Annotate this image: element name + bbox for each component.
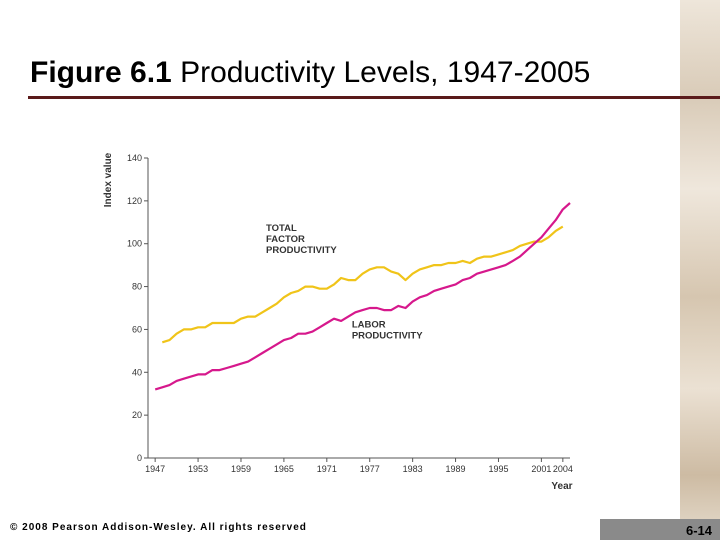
series-label-line: PRODUCTIVITY bbox=[266, 245, 337, 256]
page-title: Figure 6.1 Productivity Levels, 1947-200… bbox=[30, 56, 590, 90]
y-tick-label: 100 bbox=[127, 239, 142, 249]
x-tick-label: 1965 bbox=[274, 464, 294, 474]
figure-number: Figure 6.1 bbox=[30, 56, 172, 89]
x-tick-label: 1989 bbox=[446, 464, 466, 474]
tfp-series-label: TOTAL FACTOR PRODUCTIVITY bbox=[266, 223, 337, 256]
y-axis-title: Index value bbox=[103, 152, 114, 207]
x-tick-label: 1947 bbox=[145, 464, 165, 474]
x-tick-label: 2004 bbox=[553, 464, 573, 474]
y-tick-label: 20 bbox=[132, 410, 142, 420]
productivity-chart: 0 20 40 60 80 100 120 140 1947 1953 1959 1965 1971 19… bbox=[103, 152, 573, 492]
copyright-notice: © 2008 Pearson Addison-Wesley. All right… bbox=[10, 522, 307, 533]
tfp-series-line bbox=[161, 225, 564, 344]
x-tick-label: 1983 bbox=[403, 464, 423, 474]
figure-caption: Productivity Levels, 1947-2005 bbox=[180, 56, 591, 89]
labor-series-label: LABOR PRODUCTIVITY bbox=[352, 319, 423, 341]
chart-panel: 0 20 40 60 80 100 120 140 1947 1953 1959 1965 1971 19… bbox=[95, 140, 585, 498]
title-divider bbox=[28, 96, 720, 99]
x-tick-label: 1977 bbox=[360, 464, 380, 474]
y-tick-label: 80 bbox=[132, 282, 142, 292]
x-tick-label: 2001 bbox=[531, 464, 551, 474]
x-axis-title: Year bbox=[551, 481, 572, 492]
slide-number: 6-14 bbox=[685, 523, 712, 538]
y-tick-label: 140 bbox=[127, 153, 142, 163]
x-tick-label: 1971 bbox=[317, 464, 337, 474]
x-tick-label: 1953 bbox=[188, 464, 208, 474]
y-tick-label: 40 bbox=[132, 367, 142, 377]
x-tick-label: 1995 bbox=[488, 464, 508, 474]
y-tick-label: 0 bbox=[137, 453, 142, 463]
y-tick-label: 60 bbox=[132, 324, 142, 334]
y-tick-label: 120 bbox=[127, 196, 142, 206]
slide-number-box: 6-14 bbox=[600, 519, 720, 540]
series-label-line: PRODUCTIVITY bbox=[352, 330, 423, 341]
labor-series-line bbox=[154, 202, 571, 391]
series-label-line: FACTOR bbox=[266, 234, 305, 245]
series-label-line: TOTAL bbox=[266, 223, 297, 234]
series-label-line: LABOR bbox=[352, 319, 386, 330]
decorative-marble-strip bbox=[680, 0, 720, 540]
x-tick-label: 1959 bbox=[231, 464, 251, 474]
